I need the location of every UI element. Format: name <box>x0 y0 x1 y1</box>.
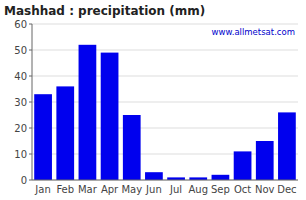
x-tick-labels: Jan Feb MarAprMayJun Jul AugSep Oct NovDec <box>34 184 296 195</box>
bar <box>101 53 119 180</box>
y-axis-line <box>32 24 33 180</box>
y-tick-label: 40 <box>14 71 27 82</box>
x-tick-label: May <box>121 184 142 195</box>
bar <box>145 172 163 180</box>
bar <box>212 175 230 180</box>
x-tick-label: Sep <box>211 184 230 195</box>
bar <box>34 94 52 180</box>
bar <box>256 141 274 180</box>
y-tick-label: 50 <box>14 45 27 56</box>
x-tick-label: Feb <box>56 184 74 195</box>
x-tick-label: Jun <box>145 184 162 195</box>
chart-title: Mashhad : precipitation (mm) <box>4 4 205 18</box>
x-tick-label: Aug <box>188 184 208 195</box>
bars <box>34 45 296 180</box>
y-tick-label: 10 <box>14 149 27 160</box>
x-tick-label: Oct <box>234 184 251 195</box>
watermark: www.allmetsat.com <box>212 27 295 37</box>
y-tick-labels: 0 10 20 30 40 50 60 <box>14 19 32 186</box>
x-tick-label: Mar <box>78 184 98 195</box>
y-grid <box>32 24 298 180</box>
grid-line <box>32 24 298 25</box>
y-tick-label: 30 <box>14 97 27 108</box>
grid-line <box>32 50 298 51</box>
x-tick-label: Jul <box>169 184 182 195</box>
bar <box>278 112 296 180</box>
bar <box>79 45 97 180</box>
y-tick-label: 20 <box>14 123 27 134</box>
y-tick-label: 0 <box>21 175 27 186</box>
chart-container: Mashhad : precipitation (mm) 0 10 20 30 40 50 6… <box>0 0 306 200</box>
x-tick-label: Nov <box>255 184 275 195</box>
bar <box>56 86 74 180</box>
grid-line <box>32 76 298 77</box>
y-tick-label: 60 <box>14 19 27 30</box>
bar <box>234 151 252 180</box>
chart-svg: Mashhad : precipitation (mm) 0 10 20 30 40 50 6… <box>0 0 306 200</box>
x-axis-line <box>32 180 298 181</box>
bar <box>123 115 141 180</box>
x-tick-label: Apr <box>101 184 119 195</box>
x-tick-label: Jan <box>34 184 50 195</box>
grid-line <box>32 180 298 181</box>
x-tick-label: Dec <box>277 184 296 195</box>
